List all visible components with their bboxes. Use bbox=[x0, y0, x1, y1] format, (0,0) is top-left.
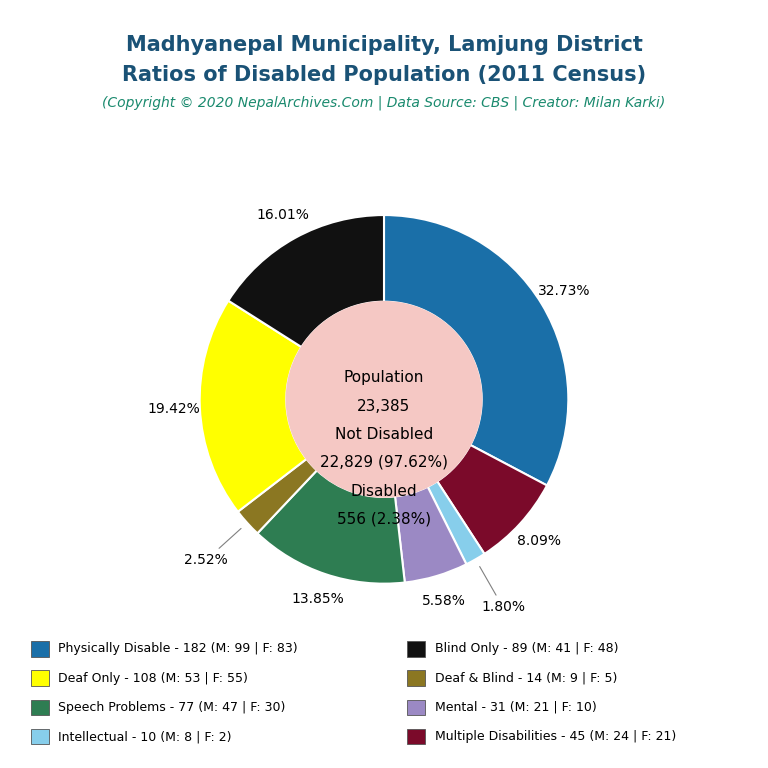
Text: 16.01%: 16.01% bbox=[257, 208, 310, 222]
Text: Speech Problems - 77 (M: 47 | F: 30): Speech Problems - 77 (M: 47 | F: 30) bbox=[58, 701, 286, 713]
Text: 23,385: 23,385 bbox=[357, 399, 411, 414]
Text: 5.58%: 5.58% bbox=[422, 594, 465, 607]
Text: 22,829 (97.62%): 22,829 (97.62%) bbox=[320, 455, 448, 469]
Text: 8.09%: 8.09% bbox=[517, 534, 561, 548]
Text: 19.42%: 19.42% bbox=[147, 402, 200, 415]
Text: Madhyanepal Municipality, Lamjung District: Madhyanepal Municipality, Lamjung Distri… bbox=[125, 35, 643, 55]
Text: 1.80%: 1.80% bbox=[480, 567, 525, 614]
Text: Physically Disable - 182 (M: 99 | F: 83): Physically Disable - 182 (M: 99 | F: 83) bbox=[58, 643, 298, 655]
Wedge shape bbox=[238, 459, 317, 533]
Text: Disabled: Disabled bbox=[351, 484, 417, 499]
Wedge shape bbox=[384, 215, 568, 485]
Text: Deaf & Blind - 14 (M: 9 | F: 5): Deaf & Blind - 14 (M: 9 | F: 5) bbox=[435, 672, 617, 684]
Text: 2.52%: 2.52% bbox=[184, 528, 241, 567]
Text: Mental - 31 (M: 21 | F: 10): Mental - 31 (M: 21 | F: 10) bbox=[435, 701, 597, 713]
Text: Not Disabled: Not Disabled bbox=[335, 427, 433, 442]
Text: Blind Only - 89 (M: 41 | F: 48): Blind Only - 89 (M: 41 | F: 48) bbox=[435, 643, 618, 655]
Circle shape bbox=[286, 302, 482, 497]
Wedge shape bbox=[437, 445, 547, 554]
Text: Intellectual - 10 (M: 8 | F: 2): Intellectual - 10 (M: 8 | F: 2) bbox=[58, 730, 232, 743]
Text: (Copyright © 2020 NepalArchives.Com | Data Source: CBS | Creator: Milan Karki): (Copyright © 2020 NepalArchives.Com | Da… bbox=[102, 96, 666, 111]
Text: 556 (2.38%): 556 (2.38%) bbox=[337, 511, 431, 527]
Wedge shape bbox=[228, 215, 384, 347]
Wedge shape bbox=[200, 300, 306, 511]
Wedge shape bbox=[257, 470, 405, 584]
Wedge shape bbox=[395, 487, 466, 582]
Text: 32.73%: 32.73% bbox=[538, 284, 591, 298]
Text: Population: Population bbox=[344, 369, 424, 385]
Text: Ratios of Disabled Population (2011 Census): Ratios of Disabled Population (2011 Cens… bbox=[122, 65, 646, 85]
Text: Deaf Only - 108 (M: 53 | F: 55): Deaf Only - 108 (M: 53 | F: 55) bbox=[58, 672, 248, 684]
Text: Multiple Disabilities - 45 (M: 24 | F: 21): Multiple Disabilities - 45 (M: 24 | F: 2… bbox=[435, 730, 676, 743]
Text: 13.85%: 13.85% bbox=[291, 591, 344, 606]
Wedge shape bbox=[428, 482, 485, 564]
